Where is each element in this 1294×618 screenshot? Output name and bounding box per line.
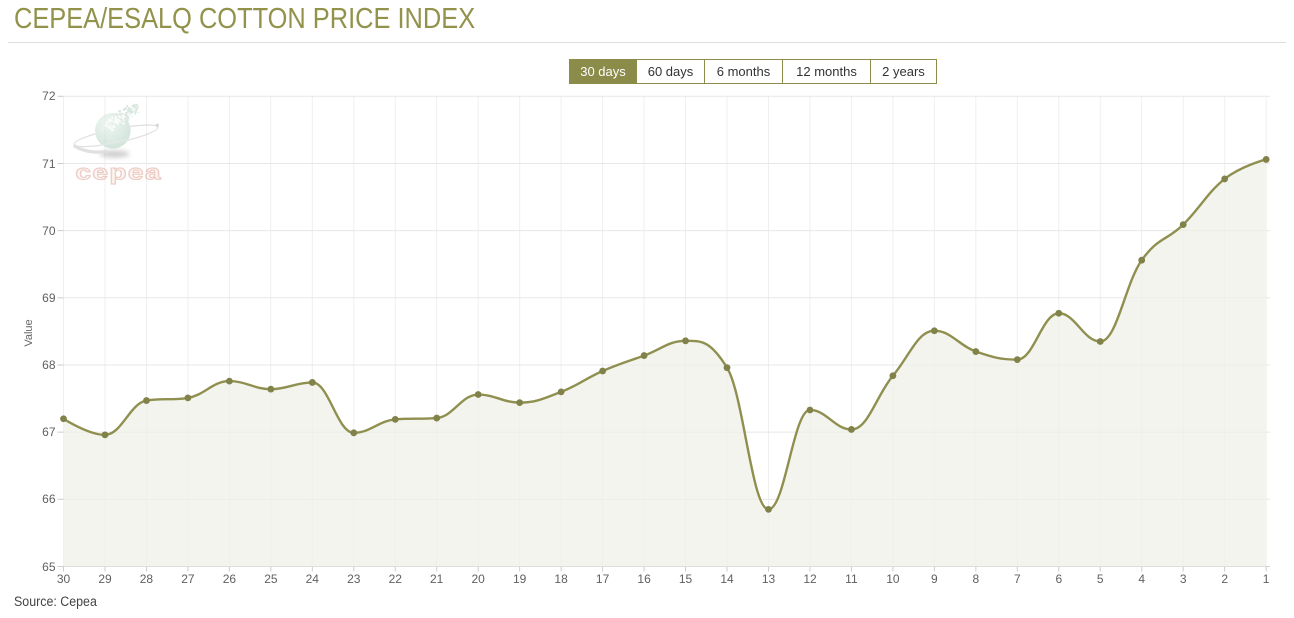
svg-text:cepea: cepea bbox=[76, 162, 162, 185]
